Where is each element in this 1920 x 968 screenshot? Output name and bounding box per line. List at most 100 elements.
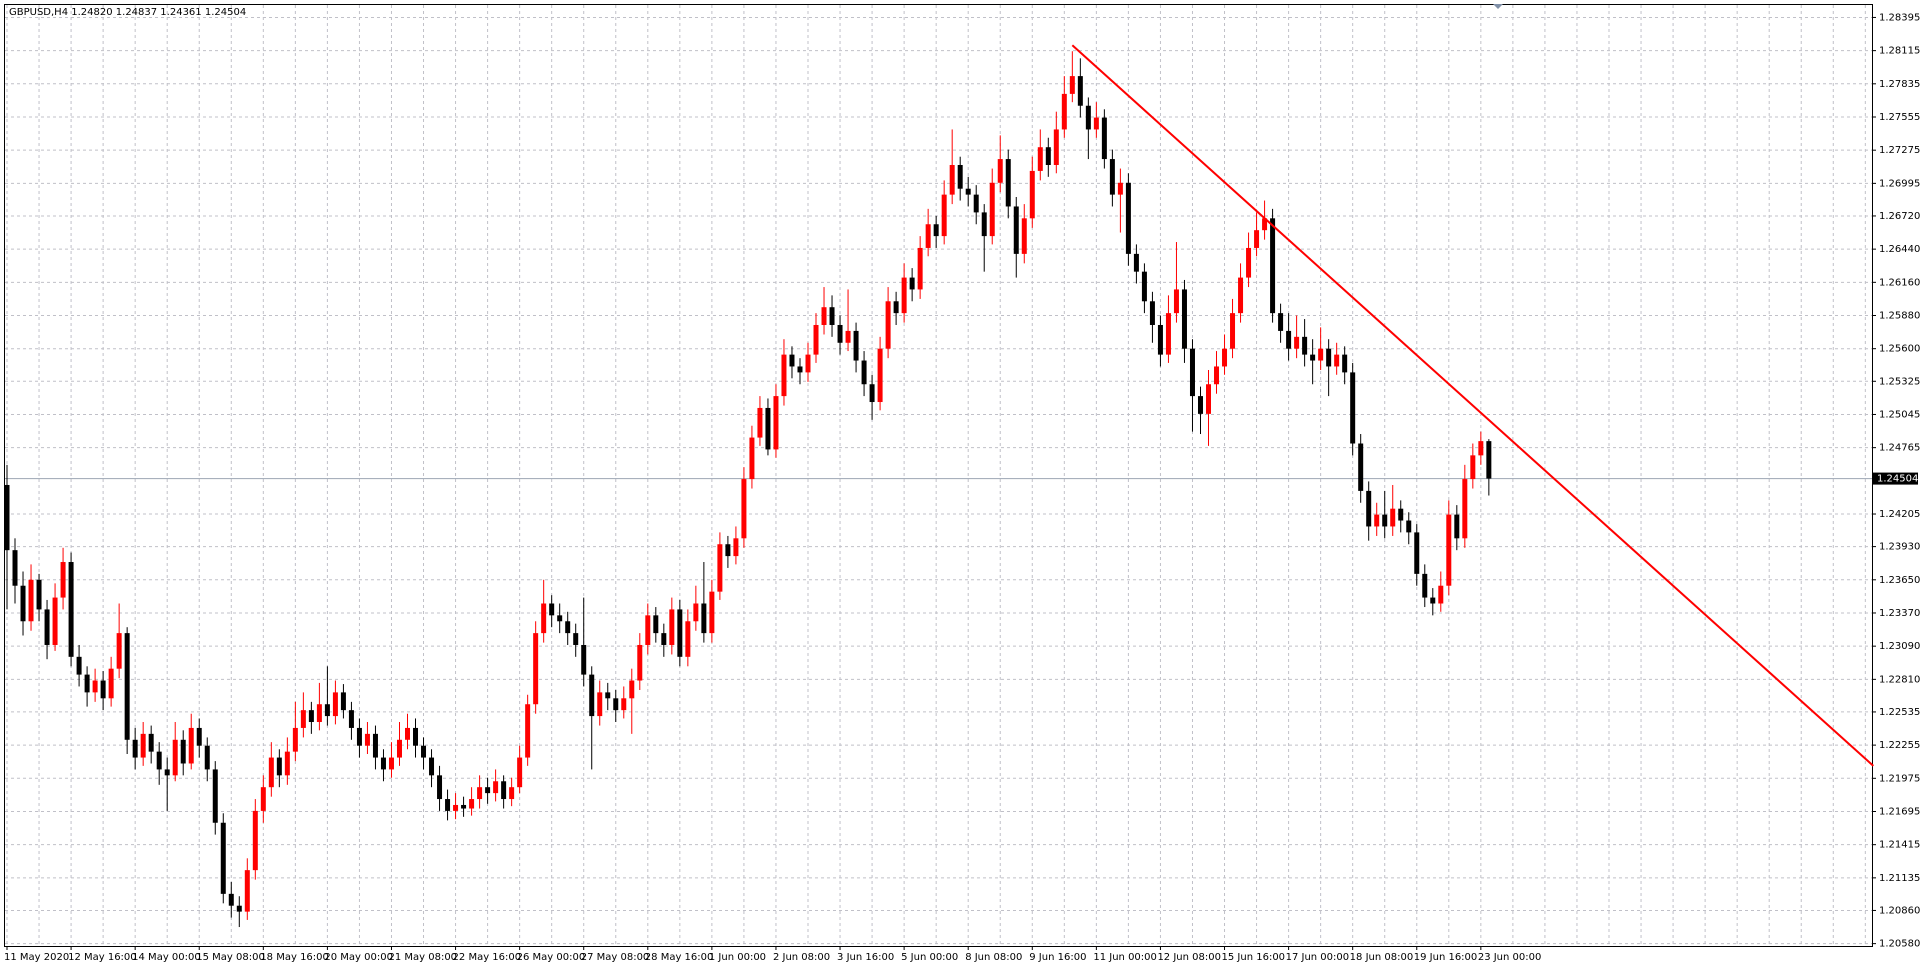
candle-body — [997, 159, 1003, 183]
candle-body — [1029, 170, 1035, 219]
x-tick-label: 21 May 08:00 — [388, 952, 457, 963]
candle-body — [148, 733, 154, 752]
y-tick-label: 1.23650 — [1879, 575, 1920, 586]
candle-body — [212, 769, 218, 823]
y-tick-label: 1.27835 — [1879, 79, 1920, 90]
candle-body — [180, 739, 186, 764]
candle-body — [805, 354, 811, 373]
candle-body — [1270, 218, 1276, 314]
candle-body — [1085, 105, 1091, 130]
candle-body — [461, 804, 467, 809]
y-tick-label: 1.25325 — [1879, 376, 1920, 387]
candle-body — [236, 905, 242, 912]
candle-body — [1414, 532, 1420, 574]
candle-body — [597, 692, 603, 717]
candle-body — [100, 680, 106, 699]
candle-body — [773, 396, 779, 450]
candle-body — [188, 727, 194, 764]
x-tick-label: 11 May 2020 — [4, 952, 69, 963]
candle-body — [1093, 117, 1099, 130]
x-tick-label: 28 May 16:00 — [645, 952, 714, 963]
candle-body — [941, 194, 947, 237]
candle-body — [973, 194, 979, 213]
x-tick-label: 14 May 00:00 — [132, 952, 201, 963]
candle-body — [260, 787, 266, 811]
y-tick-label: 1.26720 — [1879, 211, 1920, 222]
candle-body — [1310, 354, 1316, 361]
candle-body — [581, 644, 587, 675]
candle-body — [837, 324, 843, 343]
current-price-box — [1873, 472, 1918, 485]
candle-body — [1278, 313, 1284, 331]
x-tick-label: 27 May 08:00 — [581, 952, 650, 963]
candle-body — [549, 603, 555, 616]
candle-body — [1181, 289, 1187, 349]
candle-body — [909, 277, 915, 290]
candle-body — [348, 710, 354, 728]
x-tick-label: 22 May 16:00 — [453, 952, 522, 963]
candle-body — [1021, 218, 1027, 254]
candle-body — [1214, 366, 1220, 385]
candle-body — [36, 579, 42, 610]
candle-body — [108, 668, 114, 699]
candle-body — [1286, 330, 1292, 349]
y-tick-label: 1.24765 — [1879, 443, 1920, 454]
candle-body — [300, 710, 306, 728]
candle-body — [677, 609, 683, 657]
candle-body — [933, 224, 939, 237]
candle-body — [124, 633, 130, 740]
candle-body — [1189, 348, 1195, 397]
candle-body — [316, 704, 322, 723]
candle-body — [877, 348, 883, 403]
candle-body — [116, 633, 122, 669]
candle-body — [485, 787, 491, 794]
candle-body — [1438, 585, 1444, 604]
x-tick-label: 26 May 00:00 — [517, 952, 586, 963]
candle-body — [629, 680, 635, 699]
candle-body — [372, 733, 378, 758]
candle-body — [981, 212, 987, 237]
candle-body — [709, 591, 715, 634]
candle-body — [613, 698, 619, 711]
candle-body — [469, 799, 475, 809]
candle-body — [52, 597, 58, 645]
y-tick-label: 1.28115 — [1879, 46, 1920, 57]
candle-body — [388, 757, 394, 770]
candle-body — [44, 609, 50, 645]
candle-body — [885, 301, 891, 349]
candle-body — [1109, 159, 1115, 195]
y-tick-label: 1.20580 — [1879, 939, 1920, 950]
y-tick-label: 1.25880 — [1879, 311, 1920, 322]
x-tick-label: 12 Jun 08:00 — [1157, 952, 1221, 963]
candle-body — [1222, 348, 1228, 367]
candle-body — [901, 277, 907, 314]
candle-body — [1462, 479, 1468, 539]
candle-body — [1406, 520, 1412, 533]
y-tick-label: 1.22810 — [1879, 674, 1920, 685]
candle-body — [765, 407, 771, 450]
candle-body — [276, 757, 282, 776]
candle-body — [661, 633, 667, 645]
candle-body — [757, 407, 763, 438]
x-tick-label: 18 Jun 08:00 — [1350, 952, 1414, 963]
candle-body — [1294, 336, 1300, 349]
candle-body — [292, 727, 298, 752]
candle-body — [1117, 182, 1123, 195]
candle-body — [781, 354, 787, 397]
candle-body — [1318, 348, 1324, 361]
candle-body — [1077, 76, 1083, 106]
candle-body — [1173, 289, 1179, 314]
candle-body — [957, 164, 963, 189]
plot-frame — [4, 4, 1873, 947]
candle-body — [1045, 147, 1051, 165]
x-tick-label: 18 May 16:00 — [260, 952, 329, 963]
candle-body — [1350, 372, 1356, 444]
candle-body — [92, 680, 98, 693]
candle-body — [453, 804, 459, 811]
candle-body — [1053, 129, 1059, 165]
y-tick-label: 1.24205 — [1879, 509, 1920, 520]
y-tick-label: 1.27275 — [1879, 145, 1920, 156]
y-tick-label: 1.26440 — [1879, 244, 1920, 255]
candle-body — [1390, 508, 1396, 527]
